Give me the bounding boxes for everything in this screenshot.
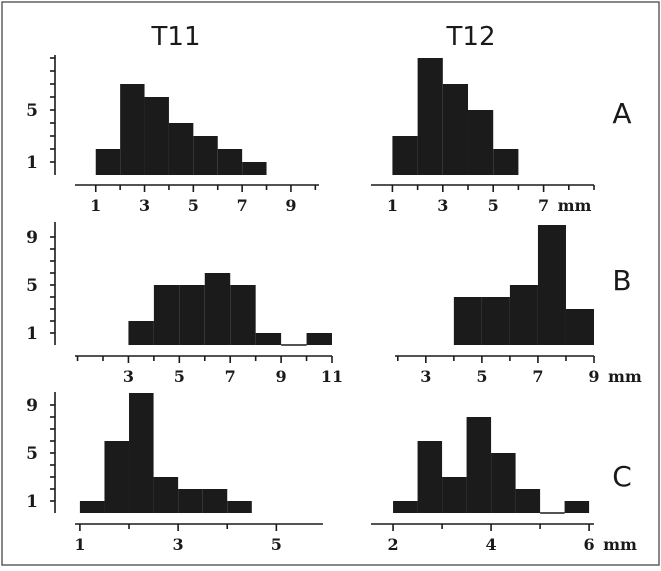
histogram-bar: [120, 84, 145, 175]
x-axis-unit: mm: [603, 535, 637, 554]
histogram-bar: [564, 501, 590, 513]
histogram-bar: [242, 162, 267, 175]
x-axis-unit: mm: [608, 367, 642, 386]
y-tick-label: 5: [26, 276, 38, 296]
row-letter-a: A: [612, 97, 631, 130]
y-tick-label: 5: [26, 444, 38, 464]
x-tick-label: 5: [476, 367, 487, 386]
histogram-bar: [392, 136, 418, 175]
x-tick-label: 9: [588, 367, 599, 386]
histogram-bar: [179, 285, 205, 345]
histogram-bar: [230, 285, 256, 345]
x-tick-label: 11: [321, 367, 343, 386]
x-tick-label: 3: [123, 367, 134, 386]
histogram-bar: [128, 321, 154, 345]
histogram-bar: [217, 149, 243, 175]
x-tick-label: 4: [486, 535, 497, 554]
histogram-bar: [204, 273, 231, 345]
x-tick-label: 9: [276, 367, 287, 386]
histogram-bar: [481, 297, 510, 345]
y-tick-label: 1: [26, 153, 38, 173]
histogram-bar: [565, 309, 594, 345]
x-tick-label: 2: [387, 535, 398, 554]
x-tick-label: 3: [139, 196, 150, 215]
x-axis-unit: mm: [558, 196, 592, 215]
x-tick-label: 1: [74, 535, 85, 554]
panel-c-t11: 1 3 5 1 5 9: [26, 392, 323, 554]
x-tick-label: 3: [420, 367, 431, 386]
histogram-bar: [493, 149, 519, 175]
x-tick-label: 6: [584, 535, 595, 554]
row-letter-b: B: [612, 264, 631, 297]
histogram-bar: [468, 110, 494, 175]
histogram-bar: [153, 285, 180, 345]
histogram-bar: [453, 297, 482, 345]
x-tick-label: 9: [285, 196, 296, 215]
histogram-bar: [417, 58, 443, 175]
histogram-bar: [466, 417, 492, 513]
x-tick-label: 5: [271, 535, 282, 554]
row-letter-c: C: [612, 460, 632, 493]
x-tick-label: 3: [173, 535, 184, 554]
histogram-bar: [153, 477, 179, 513]
y-tick-label: 5: [26, 101, 38, 121]
panel-b-t12: 3 5 7 9 mm: [395, 225, 642, 386]
histogram-bar: [202, 489, 228, 513]
x-tick-label: 7: [532, 367, 543, 386]
x-tick-label: 1: [387, 196, 398, 215]
column-title-t11: T11: [151, 22, 201, 52]
histogram-bar: [442, 477, 467, 513]
histogram-bar: [306, 333, 332, 345]
panel-c-t12: 2 4 6 mm: [371, 417, 637, 554]
histogram-bar: [227, 501, 252, 513]
histogram-bar: [144, 97, 169, 175]
y-tick-label: 9: [26, 396, 38, 416]
column-title-t12: T12: [446, 22, 496, 52]
x-tick-label: 7: [225, 367, 236, 386]
x-tick-label: 1: [90, 196, 101, 215]
histogram-bar: [393, 501, 418, 513]
histogram-bar: [193, 136, 218, 175]
x-tick-label: 7: [538, 196, 549, 215]
histogram-bar: [178, 489, 203, 513]
histogram-bar: [168, 123, 194, 175]
y-tick-label: 9: [26, 228, 38, 248]
histogram-bar: [255, 333, 282, 345]
panel-a-t11: 1 3 5 7 9 1 5: [26, 55, 319, 215]
histogram-bar: [442, 84, 469, 175]
x-tick-label: 5: [488, 196, 499, 215]
histogram-bar: [509, 285, 538, 345]
histogram-bar: [79, 501, 105, 513]
y-tick-label: 1: [26, 324, 38, 344]
y-tick-label: 1: [26, 492, 38, 512]
x-tick-label: 7: [237, 196, 248, 215]
histogram-bar: [417, 441, 443, 513]
x-tick-label: 5: [174, 367, 185, 386]
histogram-bar: [515, 489, 541, 513]
histogram-bar: [537, 225, 566, 345]
histogram-bar: [104, 441, 130, 513]
histogram-bar: [95, 149, 121, 175]
x-tick-label: 5: [188, 196, 199, 215]
panel-a-t12: 1 3 5 7 mm: [371, 58, 595, 215]
x-tick-label: 3: [437, 196, 448, 215]
histogram-bar: [491, 453, 516, 513]
histogram-bar: [129, 393, 154, 513]
